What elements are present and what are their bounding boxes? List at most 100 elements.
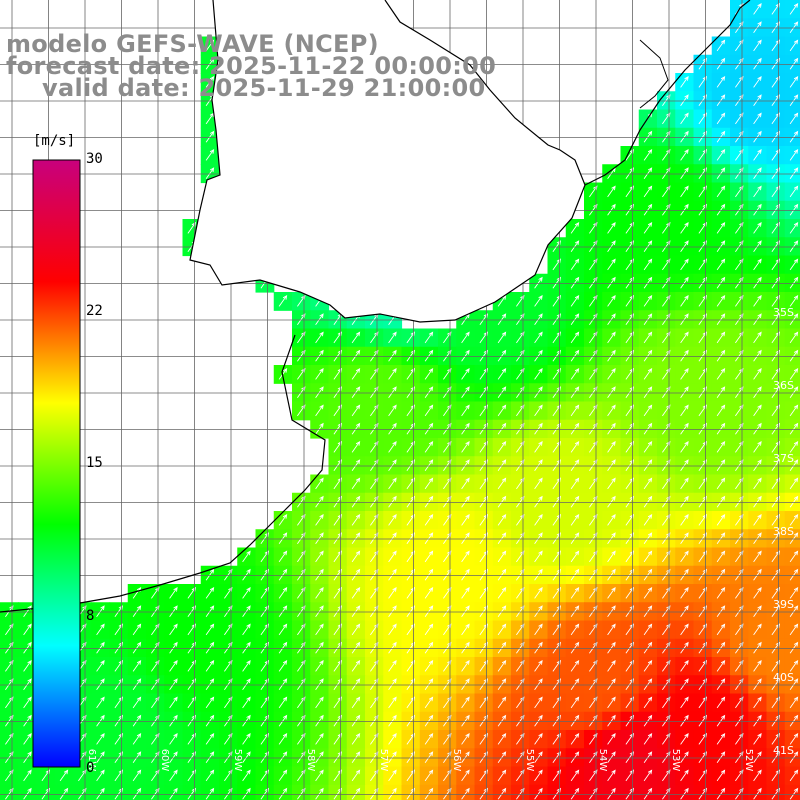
wind-arrow bbox=[716, 331, 726, 344]
speed-cell bbox=[675, 657, 695, 676]
wind-arrow bbox=[716, 203, 726, 216]
speed-cell bbox=[711, 657, 731, 676]
speed-cell bbox=[565, 547, 585, 567]
wind-arrow bbox=[388, 605, 397, 617]
speed-cell bbox=[675, 365, 695, 384]
wind-arrow bbox=[680, 532, 689, 544]
speed-cell bbox=[200, 146, 220, 165]
wind-arrow bbox=[205, 75, 215, 88]
wind-arrow bbox=[607, 568, 616, 581]
wind-arrow bbox=[388, 532, 397, 544]
wind-arrow bbox=[351, 477, 361, 490]
speed-cell bbox=[711, 693, 731, 713]
wind-arrow bbox=[461, 714, 470, 727]
speed-cell bbox=[748, 328, 768, 348]
wind-arrow bbox=[607, 276, 616, 289]
wind-arrow bbox=[461, 678, 470, 690]
wind-arrow bbox=[680, 714, 689, 727]
speed-cell bbox=[328, 784, 348, 800]
wind-arrow bbox=[424, 714, 434, 727]
wind-arrow bbox=[169, 769, 178, 782]
wind-arrow bbox=[570, 605, 580, 617]
wind-arrow bbox=[789, 112, 799, 125]
speed-cell bbox=[492, 584, 512, 603]
wind-arrow bbox=[461, 331, 470, 344]
speed-cell bbox=[492, 620, 512, 640]
colorbar-tick-30: 30 bbox=[86, 151, 103, 167]
wind-arrow bbox=[753, 787, 762, 800]
wind-arrow bbox=[789, 94, 799, 106]
wind-arrow bbox=[643, 513, 653, 526]
speed-cell bbox=[565, 511, 585, 530]
wind-arrow bbox=[643, 641, 653, 654]
wind-arrow bbox=[643, 769, 653, 782]
speed-cell bbox=[748, 36, 768, 56]
wind-arrow bbox=[169, 787, 178, 800]
speed-cell bbox=[273, 511, 293, 530]
speed-cell bbox=[784, 255, 800, 275]
speed-cell bbox=[127, 584, 147, 603]
wind-arrow bbox=[132, 641, 142, 654]
wind-arrow bbox=[643, 714, 653, 727]
title-model: modelo GEFS-WAVE (NCEP) bbox=[6, 30, 379, 58]
speed-cell bbox=[91, 784, 111, 800]
wind-arrow bbox=[570, 586, 580, 599]
wind-arrow bbox=[461, 367, 470, 380]
speed-cell bbox=[200, 693, 220, 713]
wind-arrow bbox=[789, 130, 799, 143]
wind-arrow bbox=[716, 221, 726, 234]
wind-arrow bbox=[351, 386, 361, 398]
wind-arrow bbox=[680, 586, 689, 599]
wind-arrow bbox=[388, 714, 397, 727]
wind-arrow bbox=[424, 696, 434, 709]
wind-arrow bbox=[23, 678, 32, 690]
speed-cell bbox=[346, 474, 366, 494]
wind-arrow bbox=[242, 769, 251, 782]
wind-arrow bbox=[789, 148, 799, 161]
speed-cell bbox=[91, 730, 111, 749]
wind-arrow bbox=[497, 440, 507, 453]
wind-arrow bbox=[534, 641, 543, 654]
wind-arrow bbox=[716, 349, 726, 362]
speed-cell bbox=[529, 547, 549, 567]
speed-cell bbox=[766, 784, 786, 800]
wind-arrow bbox=[351, 714, 361, 727]
wind-arrow bbox=[643, 404, 653, 417]
wind-arrow bbox=[242, 605, 251, 617]
speed-cell bbox=[529, 693, 549, 713]
wind-arrow bbox=[753, 732, 762, 745]
lon-tick-label: 57W bbox=[378, 749, 389, 772]
speed-cell bbox=[200, 730, 220, 749]
wind-arrow bbox=[716, 714, 726, 727]
wind-arrow bbox=[570, 386, 580, 398]
wind-arrow bbox=[534, 459, 543, 471]
speed-cell bbox=[748, 474, 768, 494]
speed-cell bbox=[675, 219, 695, 238]
speed-cell bbox=[602, 620, 622, 640]
wind-arrow bbox=[388, 440, 397, 453]
wind-arrow bbox=[680, 367, 689, 380]
wind-arrow bbox=[716, 678, 726, 690]
wind-arrow bbox=[570, 367, 580, 380]
wind-arrow bbox=[497, 586, 507, 599]
wind-arrow bbox=[388, 367, 397, 380]
lat-tick-label: 41S bbox=[773, 744, 794, 757]
wind-arrow bbox=[59, 787, 69, 800]
wind-arrow bbox=[643, 276, 653, 289]
wind-arrow bbox=[388, 459, 397, 471]
wind-arrow bbox=[789, 258, 799, 271]
wind-arrow bbox=[461, 568, 470, 581]
speed-cell bbox=[219, 784, 238, 800]
speed-cell bbox=[456, 693, 476, 713]
wind-arrow bbox=[789, 696, 799, 709]
speed-cell bbox=[711, 109, 731, 129]
speed-cell bbox=[529, 620, 549, 640]
speed-cell bbox=[383, 657, 403, 676]
wind-arrow bbox=[461, 477, 470, 490]
wind-arrow bbox=[497, 641, 507, 654]
wind-arrow bbox=[680, 112, 689, 125]
speed-cell bbox=[602, 219, 622, 238]
wind-arrow bbox=[534, 787, 543, 800]
wind-arrow bbox=[461, 605, 470, 617]
